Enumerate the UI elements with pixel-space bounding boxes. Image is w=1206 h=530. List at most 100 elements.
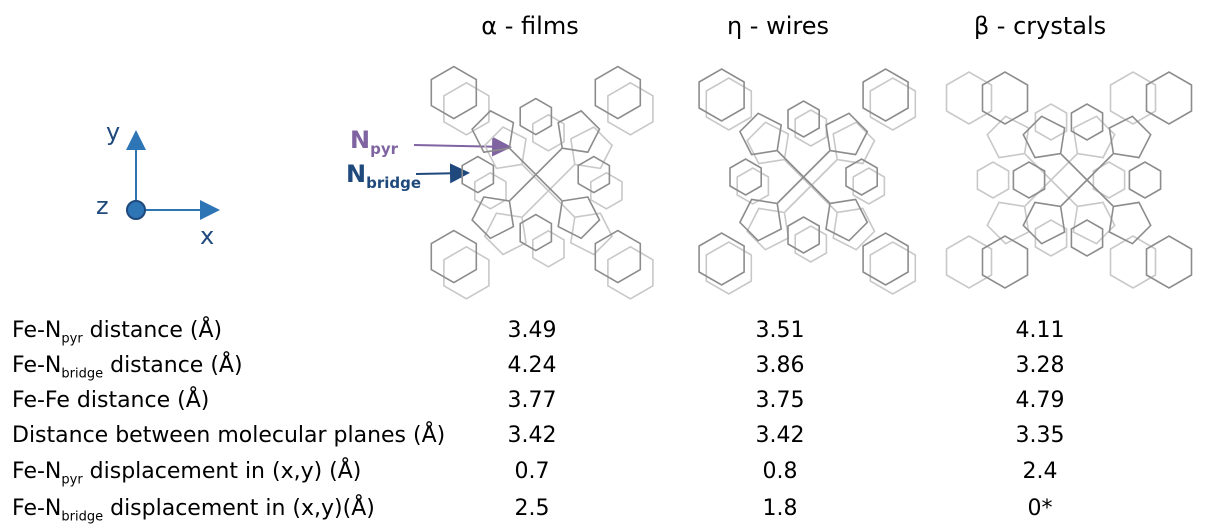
table-row: Fe-Fe distance (Å) 3.77 3.75 4.79: [12, 388, 1192, 422]
benzene-ring: [608, 83, 653, 135]
table-cell: 3.49: [472, 318, 592, 343]
benzene-ring: [444, 247, 489, 299]
fe-n-bond: [804, 151, 830, 177]
pyrrole-ring: [571, 213, 612, 254]
pyrrole-ring: [472, 111, 513, 152]
z-axis-dot: [127, 201, 145, 219]
macrocycle-ring: [795, 110, 826, 146]
benzene-ring: [595, 231, 640, 283]
benzene-ring: [431, 67, 476, 119]
table-cell: 2.4: [980, 459, 1100, 484]
benzene-ring: [431, 231, 476, 283]
benzene-ring: [595, 67, 640, 119]
molecule-beta: [945, 50, 1205, 310]
macrocycle-ring: [977, 162, 1008, 198]
underlying-molecule: [706, 78, 915, 294]
macrocycle-ring: [1093, 162, 1124, 198]
benzene-ring: [608, 247, 653, 299]
molecule-alpha: [410, 50, 670, 310]
pyrrole-ring: [485, 127, 526, 168]
phase-title-alpha: α - films: [420, 12, 640, 40]
table-row: Fe-Npyr displacement in (x,y) (Å) 0.7 0.8 2…: [12, 459, 1192, 493]
fe-n-bond: [522, 191, 548, 217]
macrocycle-ring: [1071, 220, 1102, 256]
x-axis-label: x: [200, 222, 214, 250]
fe-n-bond: [785, 186, 811, 212]
row-label: Fe-Nbridge displacement in (x,y)(Å): [12, 496, 375, 524]
table-row: Fe-Nbridge displacement in (x,y)(Å) 2.5 1.…: [12, 496, 1192, 530]
fe-n-bond: [548, 165, 574, 191]
table-row: Distance between molecular planes (Å) 3.4…: [12, 423, 1192, 457]
benzene-ring: [947, 72, 992, 124]
table-cell: 4.24: [472, 353, 592, 378]
macrocycle-ring: [1035, 220, 1066, 256]
fe-n-bond: [510, 175, 536, 201]
z-axis-label: z: [96, 192, 109, 220]
macrocycle-ring: [788, 101, 819, 137]
table-cell: 0.8: [720, 459, 840, 484]
table-cell: 0*: [980, 496, 1100, 521]
fe-n-bond: [536, 175, 562, 201]
macrocycle-ring: [788, 217, 819, 253]
fe-n-bond: [536, 149, 562, 175]
table-row: Fe-Npyr distance (Å) 3.49 3.51 4.11: [12, 318, 1192, 352]
fe-n-bond: [778, 151, 804, 177]
underlying-molecule: [947, 72, 1156, 288]
table-cell: 3.42: [472, 423, 592, 448]
fe-n-bond: [522, 165, 548, 191]
table-cell: 3.51: [720, 318, 840, 343]
y-axis-label: y: [106, 118, 120, 146]
fe-n-bond: [811, 186, 837, 212]
macrocycle-ring: [853, 168, 884, 204]
macrocycle-ring: [846, 159, 877, 195]
row-label: Distance between molecular planes (Å): [12, 423, 445, 451]
table-cell: 3.28: [980, 353, 1100, 378]
molecule-eta: [676, 50, 936, 310]
row-label: Fe-Nbridge distance (Å): [12, 353, 243, 381]
fe-n-bond: [510, 149, 536, 175]
top-molecule: [699, 69, 908, 285]
macrocycle-ring: [1071, 104, 1102, 140]
table-cell: 4.11: [980, 318, 1100, 343]
fe-n-bond: [811, 160, 837, 186]
phase-title-eta: η - wires: [668, 12, 888, 40]
pyrrole-ring: [826, 199, 867, 240]
npyr-marker-label: Npyr: [350, 126, 398, 158]
macrocycle-ring: [1013, 162, 1044, 198]
macrocycle-ring: [737, 168, 768, 204]
benzene-ring: [1147, 236, 1192, 288]
pyrrole-ring: [1023, 116, 1064, 157]
pyrrole-ring: [472, 197, 513, 238]
coordinate-axes: [110, 110, 240, 240]
pyrrole-ring: [1023, 202, 1064, 243]
table-cell: 1.8: [720, 496, 840, 521]
table-cell: 3.35: [980, 423, 1100, 448]
phase-title-beta: β - crystals: [930, 12, 1150, 40]
top-molecule: [983, 72, 1192, 288]
fe-n-bond: [778, 177, 804, 203]
pyrrole-ring: [747, 122, 788, 163]
pyrrole-ring: [571, 127, 612, 168]
macrocycle-ring: [1129, 162, 1160, 198]
table-cell: 3.86: [720, 353, 840, 378]
benzene-ring: [1147, 72, 1192, 124]
pyrrole-ring: [1073, 116, 1114, 157]
row-label: Fe-Npyr displacement in (x,y) (Å): [12, 459, 361, 487]
row-label: Fe-Fe distance (Å): [12, 388, 209, 416]
table-row: Fe-Nbridge distance (Å) 4.24 3.86 3.28: [12, 353, 1192, 387]
top-molecule: [431, 67, 640, 283]
macrocycle-ring: [795, 226, 826, 262]
macrocycle-ring: [1035, 104, 1066, 140]
macrocycle-ring: [730, 159, 761, 195]
table-cell: 3.75: [720, 388, 840, 413]
table-cell: 3.77: [472, 388, 592, 413]
pyrrole-ring: [826, 113, 867, 154]
row-label: Fe-Npyr distance (Å): [12, 318, 222, 346]
pyrrole-ring: [1073, 202, 1114, 243]
pyrrole-ring: [740, 199, 781, 240]
pyrrole-ring: [747, 208, 788, 249]
table-cell: 0.7: [472, 459, 592, 484]
table-cell: 4.79: [980, 388, 1100, 413]
pyrrole-ring: [558, 197, 599, 238]
pyrrole-ring: [833, 122, 874, 163]
